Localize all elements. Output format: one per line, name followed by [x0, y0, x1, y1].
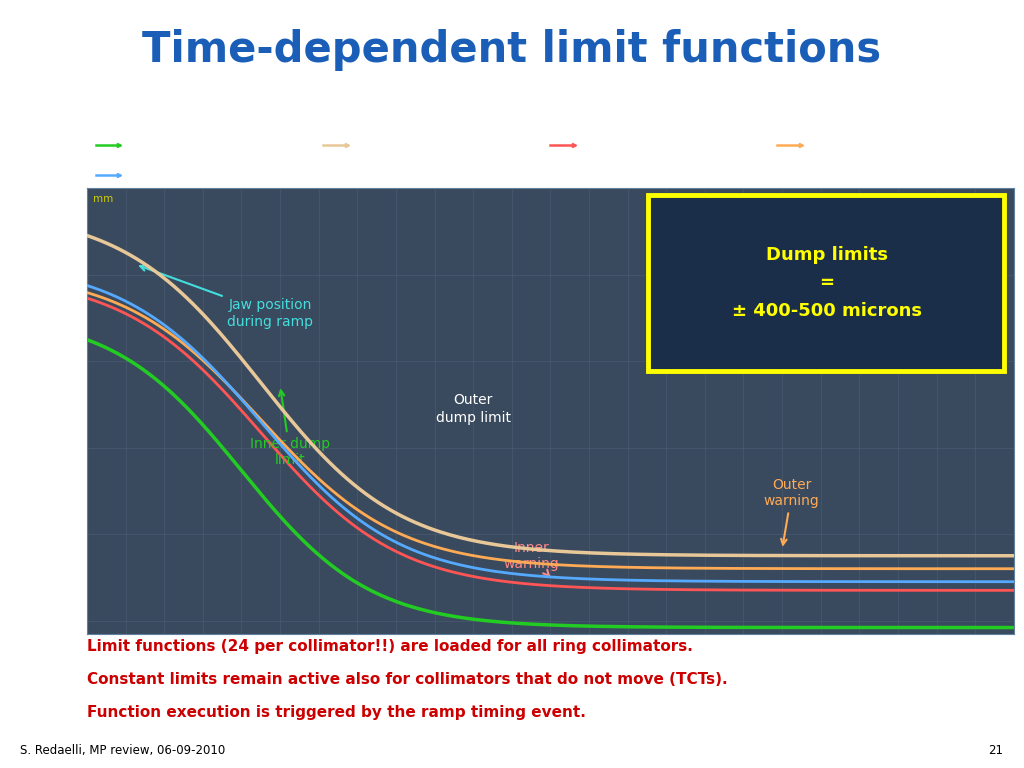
Text: Time-dependent limit functions: Time-dependent limit functions: [142, 29, 882, 71]
Text: Outer
dump limit: Outer dump limit: [435, 392, 511, 425]
Text: Limit functions (24 per collimator!!) are loaded for all ring collimators.: Limit functions (24 per collimator!!) ar…: [87, 639, 693, 654]
FancyBboxPatch shape: [648, 195, 1005, 371]
Text: Function execution is triggered by the ramp timing event.: Function execution is triggered by the r…: [87, 705, 586, 720]
Text: S. Redaelli, MP review, 06-09-2010: S. Redaelli, MP review, 06-09-2010: [20, 744, 225, 757]
Text: mm: mm: [93, 194, 113, 204]
Text: TCP.C6L7.B1:MEAS_LIMIT_DUMP_OUTER_LD: TCP.C6L7.B1:MEAS_LIMIT_DUMP_OUTER_LD: [351, 141, 539, 150]
Text: Jaw position
during ramp: Jaw position during ramp: [140, 265, 313, 329]
Y-axis label: Collimator jaw position [ mm ]: Collimator jaw position [ mm ]: [49, 281, 65, 541]
Text: Outer
warning: Outer warning: [764, 478, 819, 545]
Text: TCP.C6L7.B1:MEAS_LIMIT_WARN_OUTER_LD: TCP.C6L7.B1:MEAS_LIMIT_WARN_OUTER_LD: [805, 141, 993, 150]
Text: 21: 21: [988, 744, 1004, 757]
Text: TCP.C6L7.B1:MEAS_LIMIT_DUMP_INNER_LD: TCP.C6L7.B1:MEAS_LIMIT_DUMP_INNER_LD: [124, 141, 308, 150]
Text: Inner dump
limit: Inner dump limit: [250, 390, 330, 467]
Text: TCP.C6L7.B1:MEAS_LIMIT_WARN_INNER_LD: TCP.C6L7.B1:MEAS_LIMIT_WARN_INNER_LD: [579, 141, 763, 150]
Text: Inner
warning: Inner warning: [503, 541, 559, 576]
Text: Dump limits
=
± 400-500 microns: Dump limits = ± 400-500 microns: [731, 247, 922, 319]
Text: TCP.C6L7.B1:MEAS_LVDT_LD: TCP.C6L7.B1:MEAS_LVDT_LD: [124, 171, 246, 180]
Text: Constant limits remain active also for collimators that do not move (TCTs).: Constant limits remain active also for c…: [87, 672, 728, 687]
